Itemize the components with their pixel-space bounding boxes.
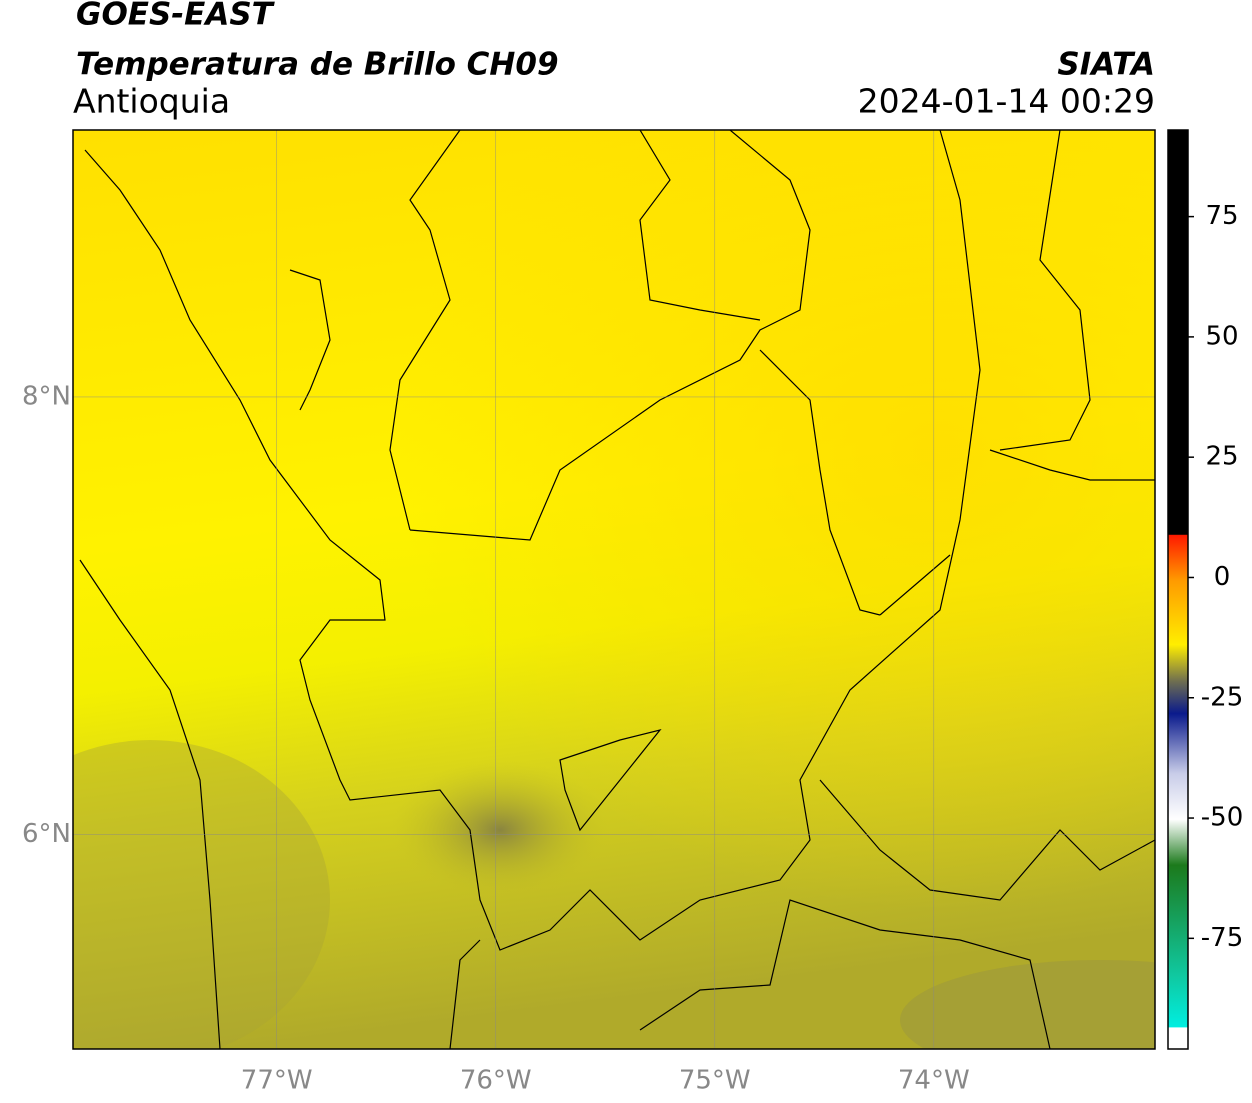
y-tick-label: 8°N (22, 381, 71, 411)
map-frame (72, 129, 1156, 1050)
x-tick-label: 74°W (898, 1066, 970, 1096)
datetime: 2024-01-14 00:29 (858, 82, 1155, 121)
satellite: GOES-EAST (76, 0, 276, 33)
x-tick-label: 76°W (460, 1066, 532, 1096)
source: SIATA (1057, 47, 1155, 83)
map (73, 130, 1155, 1049)
x-tick-label: 75°W (679, 1066, 751, 1096)
colorbar-tick-label: 25 (1205, 442, 1238, 472)
colorbar-tick-label: -75 (1201, 923, 1243, 953)
region: Antioquia (73, 82, 230, 121)
x-tick-label: 77°W (241, 1066, 313, 1096)
colorbar-tick-label: -50 (1201, 803, 1243, 833)
colorbar-tick-label: -25 (1201, 682, 1243, 712)
colorbar-tick-label: 75 (1205, 201, 1238, 231)
borders (79, 130, 1155, 1049)
colorbar (1167, 129, 1189, 1050)
colorbar-tick-label: 50 (1205, 321, 1238, 351)
colorbar-tick-label: 0 (1214, 562, 1231, 592)
y-tick-label: 6°N (22, 819, 71, 849)
product: Temperatura de Brillo CH09 (76, 47, 559, 83)
